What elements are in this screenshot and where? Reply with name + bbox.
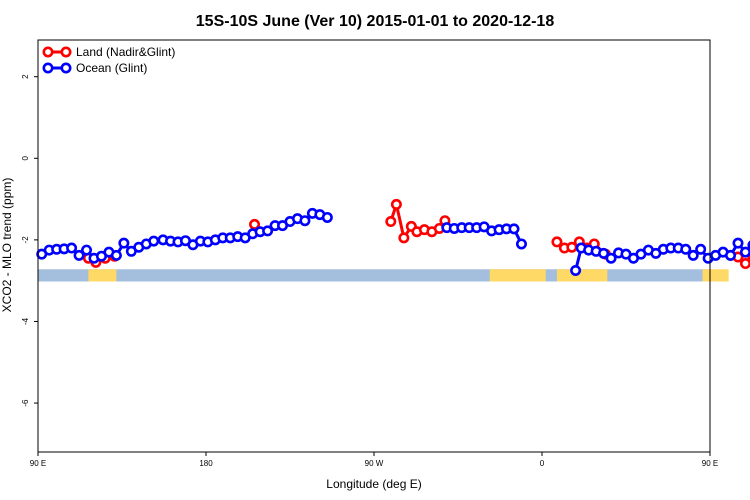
- data-point: [249, 218, 261, 230]
- data-point: [390, 198, 402, 210]
- x-tick-label: 90 W: [365, 459, 384, 468]
- land-band-segment: [702, 269, 729, 282]
- data-point: [73, 249, 85, 261]
- data-point: [687, 249, 699, 261]
- data-point: [110, 249, 122, 261]
- surface-band: [38, 269, 729, 282]
- legend-ocean-marker: [60, 62, 72, 74]
- data-point: [299, 215, 311, 227]
- data-point: [695, 243, 707, 255]
- y-axis-label: XCO2 - MLO trend (ppm): [0, 178, 14, 313]
- ocean-band: [38, 269, 710, 282]
- legend-land-label: Land (Nadir&Glint): [76, 45, 175, 59]
- data-point: [262, 225, 274, 237]
- data-point: [570, 264, 582, 276]
- data-point: [551, 236, 563, 248]
- y-tick-label: -4: [21, 317, 30, 325]
- data-point: [515, 238, 527, 250]
- y-tick-label: 2: [21, 74, 30, 79]
- x-tick-label: 90 E: [30, 459, 46, 468]
- data-point: [321, 211, 333, 223]
- legend-land-marker: [42, 46, 54, 58]
- data-point: [118, 237, 130, 249]
- x-tick-label: 90 E: [702, 459, 718, 468]
- x-tick-label: 180: [199, 459, 213, 468]
- data-point: [739, 246, 750, 258]
- data-point: [605, 252, 617, 264]
- legend-ocean-marker: [42, 62, 54, 74]
- data-point: [680, 243, 692, 255]
- y-tick-label: -2: [21, 236, 30, 244]
- data-point: [398, 232, 410, 244]
- x-axis: 90 E 180 90 W 0 90 E: [30, 452, 718, 468]
- series-layer: [36, 198, 750, 276]
- legend: Land (Nadir&Glint) Ocean (Glint): [42, 45, 175, 75]
- y-tick-label: -6: [21, 399, 30, 407]
- data-point: [385, 216, 397, 228]
- chart-title: 15S-10S June (Ver 10) 2015-01-01 to 2020…: [196, 13, 555, 30]
- x-tick-label: 0: [540, 459, 545, 468]
- data-point: [66, 242, 78, 254]
- legend-land-marker: [60, 46, 72, 58]
- land-band-segment: [556, 269, 608, 282]
- land-band-segment: [88, 269, 117, 282]
- data-point: [725, 249, 737, 261]
- data-point: [508, 223, 520, 235]
- data-point: [148, 235, 160, 247]
- data-point: [81, 244, 93, 256]
- x-axis-label: Longitude (deg E): [326, 477, 421, 491]
- land-band-segment: [489, 269, 546, 282]
- data-point: [732, 237, 744, 249]
- y-axis: 2 0 -2 -4 -6: [21, 74, 38, 407]
- series-0: [82, 198, 750, 270]
- legend-ocean-label: Ocean (Glint): [76, 61, 147, 75]
- data-point: [598, 247, 610, 259]
- series-1: [36, 207, 750, 276]
- y-tick-label: 0: [21, 156, 30, 161]
